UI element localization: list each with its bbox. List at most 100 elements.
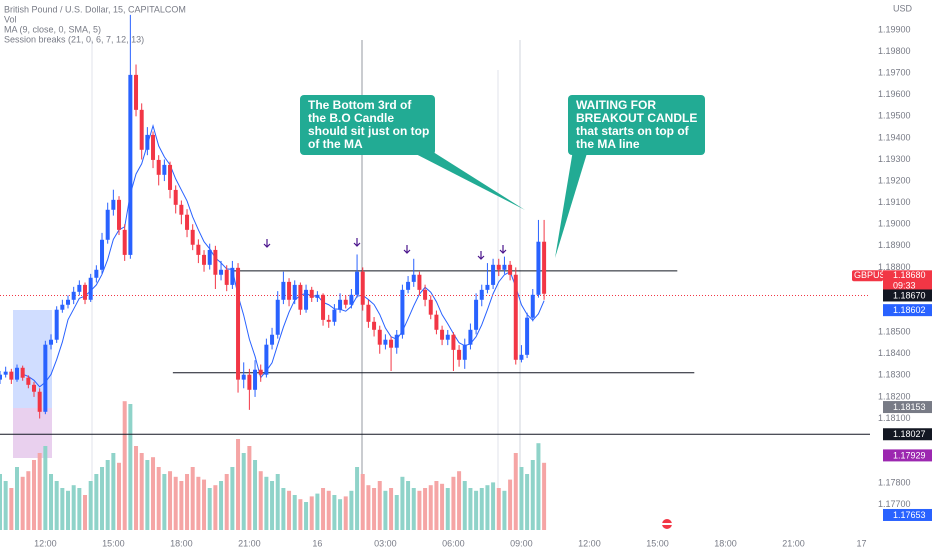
- volume-bar: [519, 467, 524, 530]
- legend-title: British Pound / U.S. Dollar, 15, CAPITAL…: [4, 4, 186, 14]
- volume-bar: [304, 502, 309, 530]
- y-tick-label: 1.19600: [878, 89, 911, 99]
- candle-body: [508, 264, 513, 275]
- candle-body: [258, 369, 263, 375]
- price-badge: [883, 289, 932, 302]
- volume-bar: [389, 488, 394, 530]
- volume-bar: [37, 453, 42, 530]
- candle-body: [519, 354, 524, 360]
- price-badge-label: 1.17929: [893, 450, 926, 460]
- volume-bar: [445, 488, 450, 530]
- volume-bar: [162, 474, 167, 530]
- y-tick-label: 1.19000: [878, 219, 911, 229]
- volume-bar: [224, 474, 229, 530]
- candle-body: [49, 339, 54, 345]
- candle-body: [168, 164, 173, 190]
- candle-body: [332, 309, 337, 322]
- volume-bar: [185, 474, 190, 530]
- volume-bar: [88, 481, 93, 530]
- candle-body: [190, 229, 195, 245]
- volume-bar: [326, 490, 331, 530]
- candle-body: [71, 291, 76, 300]
- x-tick-label: 18:00: [714, 538, 737, 548]
- volume-bar: [264, 476, 269, 530]
- candle-body: [54, 309, 59, 340]
- volume-bar: [139, 453, 144, 530]
- callout-pointer: [408, 150, 525, 210]
- volume-bar: [349, 490, 354, 530]
- arrow-markers: [263, 238, 507, 260]
- volume-bar: [173, 476, 178, 530]
- symbol-badge: [852, 270, 883, 282]
- candle-body: [162, 164, 167, 175]
- volume-bar: [156, 467, 161, 530]
- callout-text: BREAKOUT CANDLE: [576, 111, 697, 125]
- candle-body: [309, 289, 314, 298]
- volume-bar: [230, 467, 235, 530]
- candle-body: [462, 344, 467, 360]
- volume-bar: [207, 488, 212, 530]
- candle-body: [394, 334, 399, 348]
- callout-text: of the MA: [308, 137, 363, 151]
- candle-body: [241, 374, 246, 380]
- candle-body: [468, 329, 473, 345]
- x-tick-label: 12:00: [34, 538, 57, 548]
- candle-body: [20, 367, 25, 378]
- price-badge-label: 1.18680: [893, 270, 926, 280]
- volume-bar: [117, 462, 122, 530]
- candle-body: [389, 339, 394, 348]
- volume-bar: [258, 471, 263, 530]
- candle-body: [66, 299, 71, 305]
- volume-bar: [275, 474, 280, 530]
- volume-bar: [71, 485, 76, 530]
- volume-layer: [0, 401, 547, 530]
- candle-body: [139, 109, 144, 150]
- candle-body: [105, 209, 110, 240]
- y-tick-label: 1.19700: [878, 68, 911, 78]
- callout-text: should sit just on top: [308, 124, 429, 138]
- price-badge-label: 1.18153: [893, 402, 926, 412]
- candle-body: [145, 134, 150, 150]
- y-tick-label: 1.19400: [878, 132, 911, 142]
- candle-body: [253, 369, 258, 390]
- candle-body: [275, 299, 280, 335]
- volume-bar: [525, 474, 530, 530]
- volume-bar: [479, 488, 484, 530]
- axis-layer: 1.19900 1.19800 1.19700 1.19600 1.19500 1.194…: [34, 24, 910, 548]
- candle-body: [479, 289, 484, 300]
- candle-body: [428, 299, 433, 315]
- candle-body: [287, 281, 292, 300]
- price-badge: [883, 270, 932, 293]
- volume-bar: [485, 485, 490, 530]
- y-tick-label: 1.19500: [878, 111, 911, 121]
- y-tick-label: 1.19900: [878, 24, 911, 34]
- callout-text: WAITING FOR: [576, 98, 656, 112]
- volume-bar: [440, 483, 445, 530]
- candle-body: [122, 229, 127, 255]
- volume-bar: [491, 482, 496, 530]
- candle-body: [451, 334, 456, 350]
- volume-bar: [190, 467, 195, 530]
- x-tick-label: 15:00: [646, 538, 669, 548]
- x-tick-label: 12:00: [578, 538, 601, 548]
- volume-bar: [417, 490, 422, 530]
- candle-body: [32, 384, 37, 392]
- volume-bar: [332, 495, 337, 530]
- volume-bar: [32, 460, 37, 530]
- volume-bar: [128, 404, 133, 530]
- down-arrow: [263, 239, 271, 248]
- y-tick-label: 1.18900: [878, 240, 911, 250]
- price-badge: [883, 508, 932, 521]
- candle-body: [542, 241, 547, 294]
- volume-bar: [530, 460, 535, 530]
- volume-bar: [26, 471, 31, 530]
- volume-bar: [536, 443, 541, 530]
- badge-layer: GBPUSD 1.1868009:331.186701.186021.181531…: [852, 270, 932, 521]
- candle-body: [100, 239, 105, 270]
- volume-bar: [270, 481, 275, 530]
- volume-bar: [43, 446, 48, 530]
- down-arrow: [477, 251, 485, 260]
- countdown-label: 09:33: [893, 281, 916, 291]
- legend-line: MA (9, close, 0, SMA, 5): [4, 24, 101, 34]
- candle-body: [270, 334, 275, 345]
